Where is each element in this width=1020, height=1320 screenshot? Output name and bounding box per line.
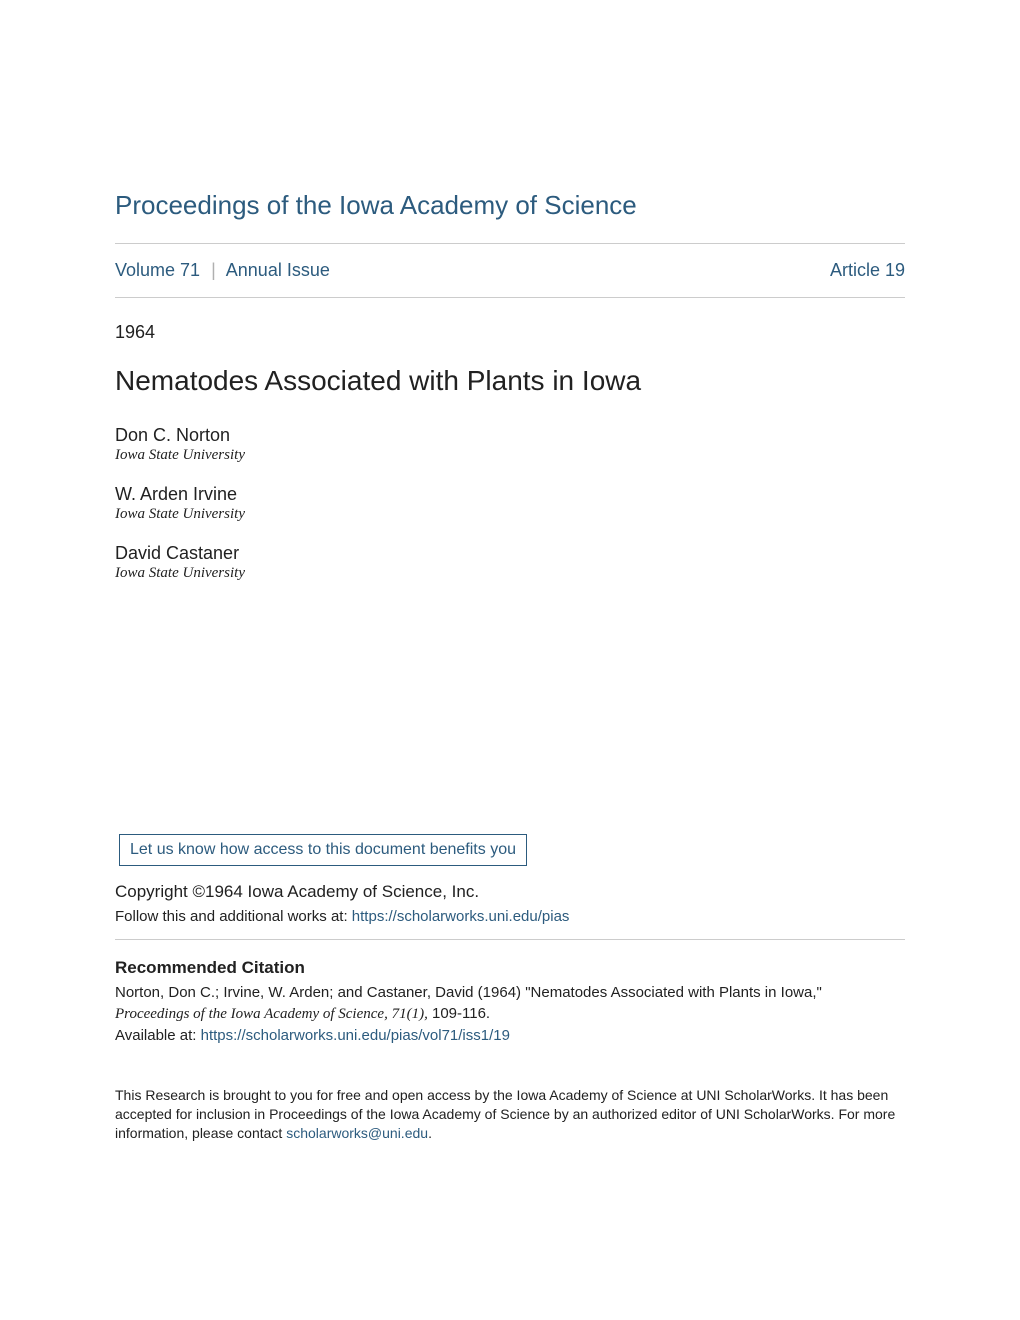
available-prefix: Available at: [115,1027,201,1044]
contact-email-link[interactable]: scholarworks@uni.edu [286,1125,428,1141]
article-title: Nematodes Associated with Plants in Iowa [115,365,905,397]
divider [115,939,905,940]
journal-title-link[interactable]: Proceedings of the Iowa Academy of Scien… [115,190,905,221]
citation-text: Norton, Don C.; Irvine, W. Arden; and Ca… [115,982,905,1003]
separator-pipe: | [211,260,216,280]
author-name: Don C. Norton [115,425,905,446]
article-number-link[interactable]: Article 19 [830,260,905,281]
copyright-text: Copyright ©1964 Iowa Academy of Science,… [115,882,905,902]
author-block: Don C. Norton Iowa State University [115,425,905,464]
available-at-line: Available at: https://scholarworks.uni.e… [115,1027,905,1044]
publication-year: 1964 [115,322,905,343]
author-affiliation: Iowa State University [115,447,905,464]
volume-link[interactable]: Volume 71 [115,260,200,280]
author-name: David Castaner [115,543,905,564]
footer-text-after: . [428,1125,432,1141]
follow-works-link[interactable]: https://scholarworks.uni.edu/pias [352,908,570,925]
follow-line: Follow this and additional works at: htt… [115,908,905,925]
author-block: W. Arden Irvine Iowa State University [115,484,905,523]
issue-left: Volume 71 | Annual Issue [115,260,330,281]
footer-text: This Research is brought to you for free… [115,1086,905,1143]
page-container: Proceedings of the Iowa Academy of Scien… [0,0,1020,1143]
recommended-citation-heading: Recommended Citation [115,958,905,978]
issue-row: Volume 71 | Annual Issue Article 19 [115,244,905,297]
author-block: David Castaner Iowa State University [115,543,905,582]
author-affiliation: Iowa State University [115,565,905,582]
benefits-feedback-link[interactable]: Let us know how access to this document … [119,834,527,866]
citation-text: Proceedings of the Iowa Academy of Scien… [115,1003,905,1025]
follow-prefix: Follow this and additional works at: [115,908,352,925]
footer-text-before: This Research is brought to you for free… [115,1087,895,1141]
author-affiliation: Iowa State University [115,506,905,523]
available-at-link[interactable]: https://scholarworks.uni.edu/pias/vol71/… [201,1027,510,1044]
issue-link[interactable]: Annual Issue [226,260,330,280]
citation-journal-italic: Proceedings of the Iowa Academy of Scien… [115,1006,428,1022]
author-name: W. Arden Irvine [115,484,905,505]
divider [115,297,905,298]
citation-pages: 109-116. [428,1005,490,1022]
